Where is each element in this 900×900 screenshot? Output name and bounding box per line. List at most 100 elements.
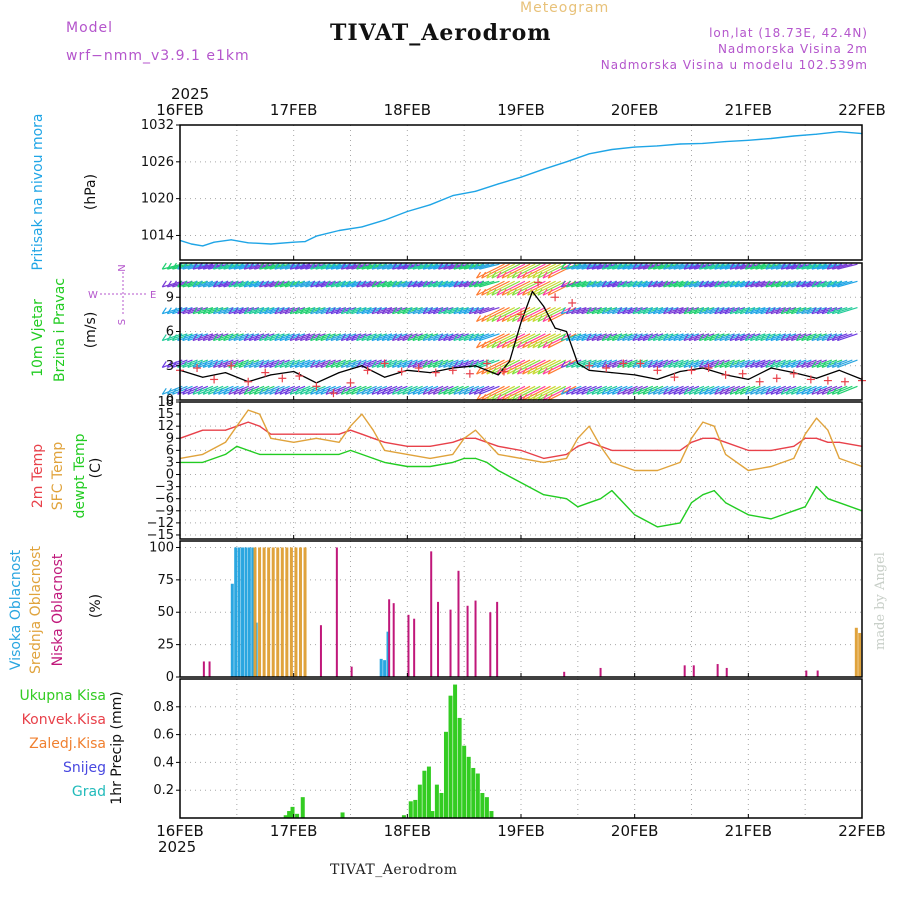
wind-barb-flag <box>749 307 755 315</box>
wind-barb <box>780 385 802 395</box>
wind-barb <box>678 263 700 270</box>
wind-barb-flag <box>627 387 633 395</box>
precip-bar <box>401 815 406 818</box>
wind-barb <box>704 333 725 342</box>
wind-barb <box>683 333 705 342</box>
wind-barb-flag <box>233 307 239 315</box>
wind-barb <box>532 306 562 323</box>
wind-barb-flag <box>407 280 413 288</box>
wind-barb-flag <box>496 367 502 375</box>
wind-barb-flag <box>683 262 689 270</box>
wind-barb-flag <box>683 334 689 341</box>
wind-barb-flag <box>335 307 341 315</box>
wind-barb <box>463 333 485 342</box>
wind-barb <box>417 263 439 270</box>
wind-barb-flag <box>172 307 178 315</box>
wind-barb-flag <box>790 280 796 288</box>
wind-barb-flag <box>591 307 597 315</box>
wind-barb <box>591 306 613 315</box>
wind-barb-flag <box>202 307 208 315</box>
wind-barb-flag <box>289 262 295 270</box>
wind-barb <box>816 280 838 288</box>
wind-barb-flag <box>361 387 367 395</box>
wind-barb <box>417 385 439 395</box>
xtick-bottom-label: 22FEB <box>838 822 885 840</box>
wind-barb-flag <box>345 361 351 368</box>
wind-barb-flag <box>547 288 553 296</box>
wind-barb <box>341 306 362 315</box>
wind-barb-flag <box>547 341 553 349</box>
wind-barb <box>542 306 572 323</box>
pressure-line-point <box>190 243 192 245</box>
wind-barb <box>402 385 423 395</box>
wind-barb <box>506 385 536 401</box>
wind-barb <box>274 385 296 395</box>
wind-barb <box>517 280 546 296</box>
wind-barbs-layer <box>161 262 858 401</box>
pressure-line-point <box>497 183 499 185</box>
wind-barb-flag <box>443 387 449 395</box>
wind-barb <box>724 280 746 288</box>
wind-barb <box>187 333 209 342</box>
temperature-line-dewpoint-point <box>815 486 818 488</box>
precip-bar <box>290 806 295 818</box>
wind-barb-flag <box>356 361 362 368</box>
wind-barb-flag <box>294 387 300 395</box>
wind-barb <box>576 280 597 288</box>
wind-barb-flag <box>724 262 730 270</box>
wind-barb <box>527 385 556 401</box>
wind-barb <box>765 280 787 288</box>
wind-barb <box>187 359 209 369</box>
wind-barb <box>816 385 838 395</box>
wind-barb <box>770 306 792 315</box>
wind-barb <box>443 333 464 342</box>
temperature-line-dewpoint-point <box>236 445 238 447</box>
wind-barb-flag <box>719 387 725 395</box>
wind-speed-line-point <box>531 290 533 293</box>
wind-barb <box>688 385 710 395</box>
wind-barb-flag <box>811 262 817 270</box>
wind-barb <box>187 263 208 270</box>
wind-barb-flag <box>811 387 817 395</box>
wind-barb-flag <box>330 262 336 270</box>
wind-barb-flag <box>775 262 781 270</box>
wind-barb <box>412 306 434 315</box>
wind-barb <box>218 306 239 315</box>
wind-barb-flag <box>284 334 290 341</box>
temperature-line-dewpoint-point <box>747 514 749 516</box>
wind-barb <box>663 280 684 288</box>
wind-barb-flag <box>202 387 208 395</box>
wind-barb <box>320 280 342 288</box>
wind-barb <box>315 385 336 395</box>
temperature-line-dewpoint-point <box>793 510 795 512</box>
precip-bar <box>283 815 288 818</box>
wind-barb <box>223 306 244 315</box>
wind-barb <box>392 263 413 270</box>
chart-subtitle: Meteogram <box>520 0 610 16</box>
wind-barb-flag <box>565 262 571 270</box>
precip-bar <box>471 767 476 818</box>
wind-barb <box>238 359 260 369</box>
wind-barb <box>673 385 694 395</box>
wind-barb <box>330 333 352 342</box>
wind-barb <box>837 385 858 395</box>
wind-axis-label: 10m Vjetar <box>30 299 46 377</box>
cloud-bar-cloud_high <box>234 547 238 677</box>
precip-bar <box>422 770 427 818</box>
wind-barb <box>481 280 510 296</box>
temperature-line-sfc_temp-point <box>372 429 374 431</box>
temperature-line-temp2m-point <box>315 433 317 435</box>
wind-barb-flag <box>386 262 392 270</box>
wind-barb-flag <box>366 262 372 270</box>
cloud-bar-cloud_high <box>251 547 255 677</box>
wind-barb-flag <box>391 387 397 395</box>
wind-barb-flag <box>611 307 617 315</box>
wind-barb <box>213 385 234 395</box>
wind-barb <box>663 263 684 270</box>
cloud-mid-axis-label: Srednja Oblacnost <box>28 546 44 674</box>
temperature-line-sfc_temp-point <box>690 437 693 439</box>
wind-barb <box>167 280 188 288</box>
wind-barb-flag <box>315 334 321 341</box>
wind-barb <box>259 359 280 369</box>
pressure-line-point <box>361 226 363 228</box>
